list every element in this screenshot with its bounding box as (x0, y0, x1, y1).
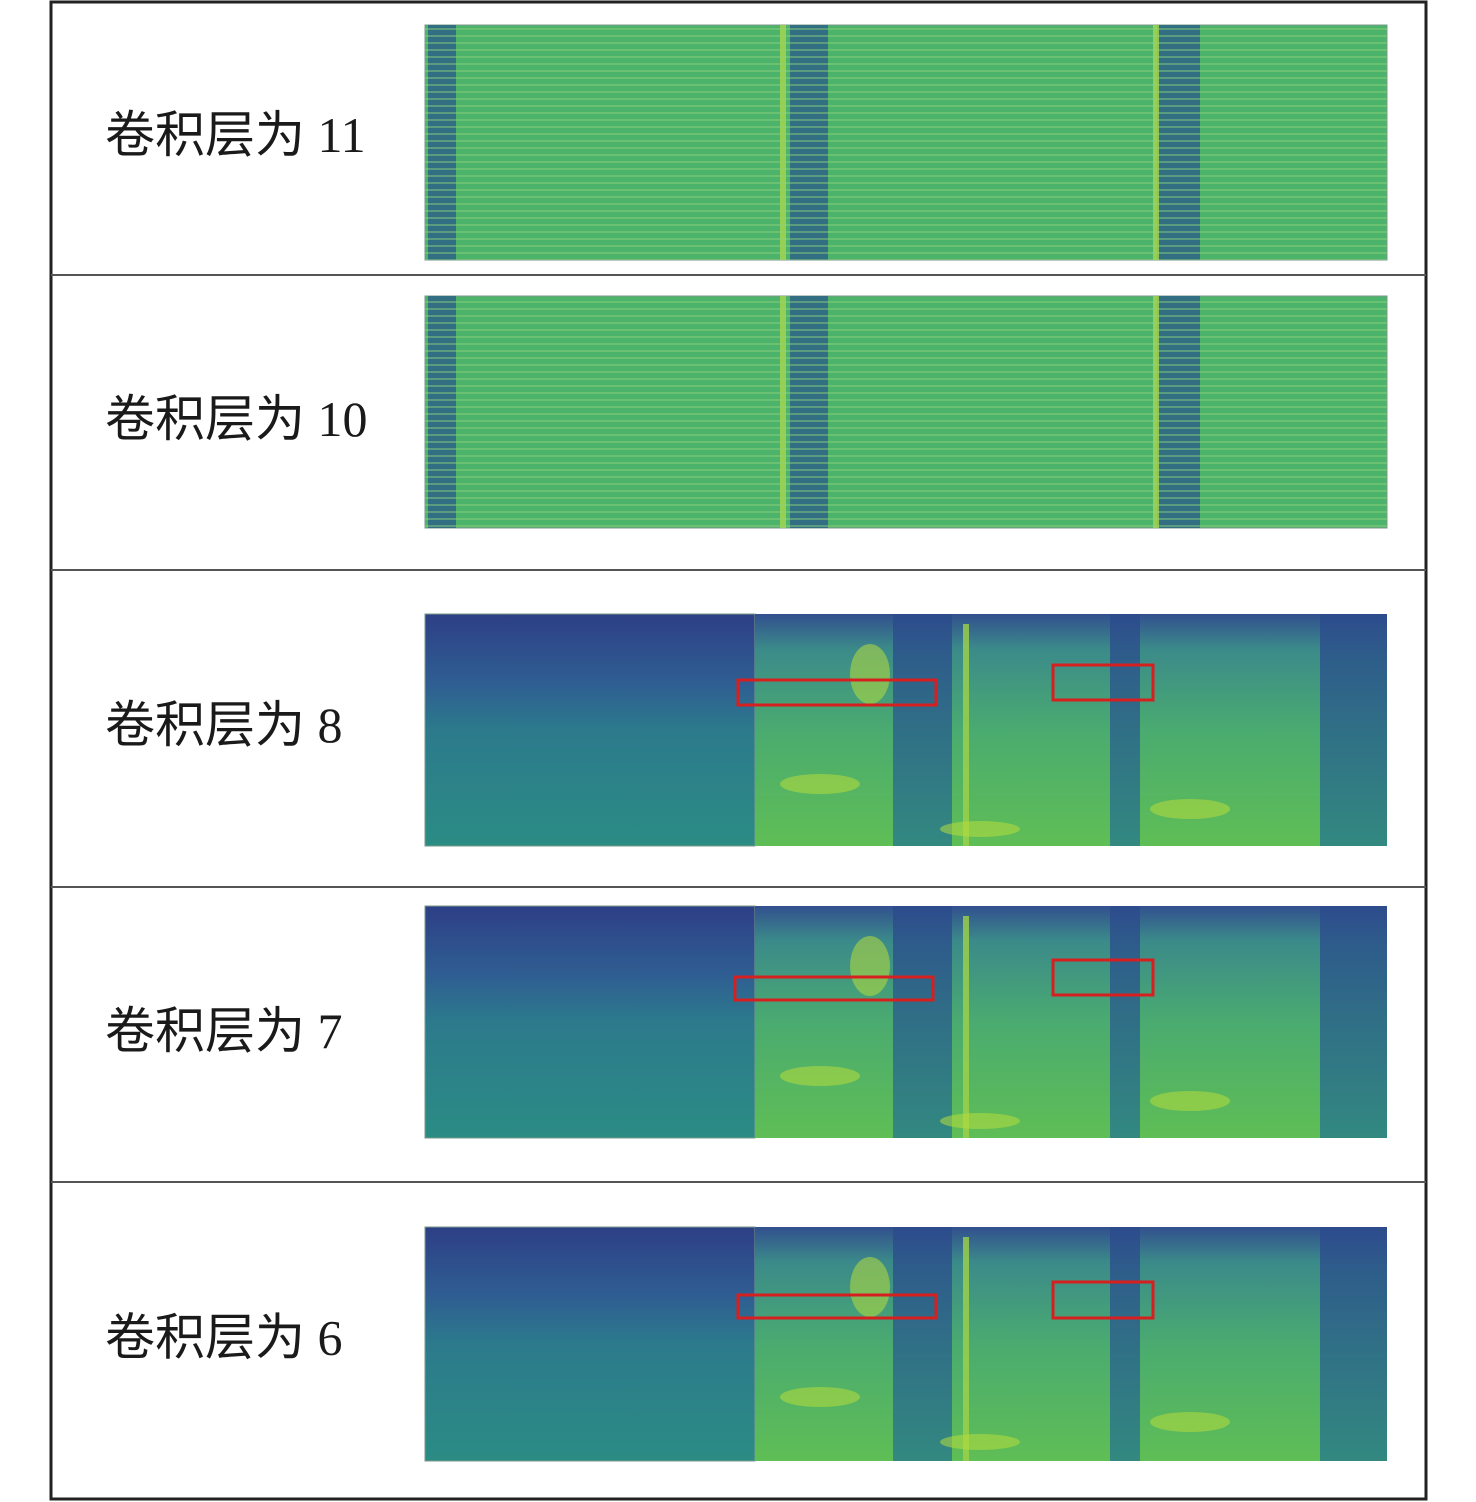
stripes (425, 296, 1387, 528)
highlight (780, 1066, 860, 1086)
dark-band (1320, 614, 1387, 846)
highlight-box (1051, 958, 1155, 997)
feature-map (424, 613, 1387, 847)
feature-map (424, 1226, 1387, 1462)
feature-map (424, 905, 1387, 1139)
row-label: 卷积层为 8 (105, 697, 343, 753)
highlight (940, 821, 1020, 837)
highlight-box (733, 975, 935, 1002)
highlight (850, 644, 890, 704)
feature-map (424, 295, 1388, 529)
highlight (940, 1434, 1020, 1450)
dark-band (893, 1227, 940, 1461)
dark-band (893, 906, 940, 1138)
dark-band (1320, 1227, 1387, 1461)
map-right (755, 906, 1387, 1138)
row-label: 卷积层为 7 (105, 1003, 343, 1059)
dark-band (893, 614, 940, 846)
row-label: 卷积层为 10 (105, 391, 368, 447)
highlight (1150, 1412, 1230, 1432)
highlight (940, 1113, 1020, 1129)
highlight-box (1051, 663, 1155, 702)
dark-band (1110, 906, 1140, 1138)
table: 卷积层为 11 卷积层为 10 卷积层为 8 卷积层为 7 卷积层为 6 (49, 0, 1428, 1501)
table-border (49, 0, 1428, 1501)
highlight (850, 1257, 890, 1317)
row-label: 卷积层为 11 (105, 107, 366, 163)
highlight-box (736, 678, 938, 707)
light-line (963, 916, 969, 1138)
map-left (424, 905, 756, 1139)
map-right (755, 614, 1387, 846)
map-right (755, 1227, 1387, 1461)
highlight (1150, 1091, 1230, 1111)
dark-band (940, 906, 952, 1138)
row-label: 卷积层为 6 (105, 1309, 343, 1365)
feature-map (424, 24, 1388, 261)
map-left (424, 613, 756, 847)
light-line (963, 1237, 969, 1461)
highlight (780, 774, 860, 794)
stripes (425, 25, 1387, 260)
dark-band (940, 1227, 952, 1461)
highlight-box (1051, 1280, 1155, 1320)
dark-band (1320, 906, 1387, 1138)
map-left (424, 1226, 756, 1462)
highlight (1150, 799, 1230, 819)
highlight (780, 1387, 860, 1407)
dark-band (1110, 1227, 1140, 1461)
dark-band (1110, 614, 1140, 846)
light-line (963, 624, 969, 846)
dark-band (940, 614, 952, 846)
highlight-box (736, 1293, 938, 1320)
highlight (850, 936, 890, 996)
